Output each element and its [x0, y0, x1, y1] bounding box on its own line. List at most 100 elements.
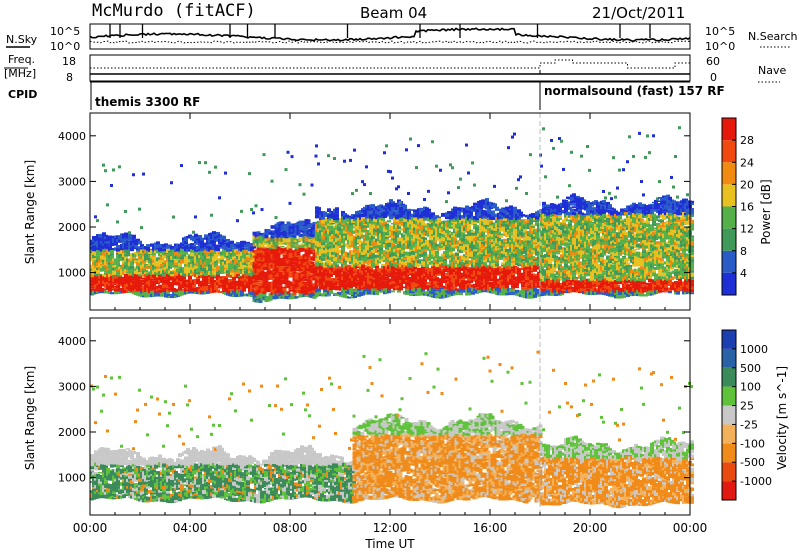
power-echo-cell	[435, 250, 439, 255]
power-echo-cell	[341, 245, 345, 248]
power-echo-cell	[138, 259, 142, 264]
power-echo-cell	[441, 212, 445, 217]
power-echo-cell	[461, 277, 465, 281]
power-echo-cell	[363, 229, 367, 233]
power-echo-cell	[124, 209, 127, 213]
power-echo-cell	[230, 247, 234, 250]
power-echo-cell	[511, 224, 515, 228]
power-echo-cell	[435, 291, 439, 294]
power-echo-cell	[176, 255, 180, 260]
power-echo-cell	[471, 291, 475, 295]
power-echo-cell	[154, 292, 158, 296]
power-echo-cell	[327, 277, 331, 281]
power-echo-cell	[419, 224, 423, 228]
power-echo-cell	[114, 241, 118, 244]
power-echo-cell	[166, 293, 170, 298]
power-echo-cell	[327, 154, 330, 158]
power-echo-cell	[278, 241, 283, 246]
power-echo-cell	[294, 269, 299, 272]
power-echo-cell	[425, 264, 429, 267]
power-echo-cell	[347, 296, 351, 299]
power-echo-cell	[515, 286, 519, 289]
power-echo-cell	[507, 275, 511, 280]
power-echo-cell	[515, 186, 518, 190]
power-echo-cell	[347, 226, 351, 228]
power-echo-cell	[308, 273, 313, 276]
power-echo-cell	[208, 170, 211, 174]
power-echo-cell	[325, 244, 329, 249]
power-echo-cell	[154, 277, 158, 281]
noise-panel: N.Sky 10^5 10^0 10^5 10^0 N.Search	[6, 23, 798, 53]
power-echo-cell	[184, 269, 188, 274]
power-echo-cell	[521, 292, 525, 295]
power-echo-cell	[461, 232, 465, 235]
power-echo-cell	[142, 172, 145, 176]
power-echo-cell	[353, 281, 357, 284]
power-echo-cell	[393, 245, 397, 247]
power-echo-cell	[391, 176, 394, 180]
power-echo-cell	[252, 252, 256, 256]
power-echo-cell	[451, 166, 454, 170]
power-echo-cell	[234, 258, 238, 261]
power-echo-cell	[212, 256, 216, 260]
power-echo-cell	[228, 289, 232, 291]
power-echo-cell	[315, 262, 319, 267]
power-echo-cell	[353, 277, 357, 282]
power-echo-cell	[343, 271, 347, 275]
power-echo-cell	[375, 262, 379, 265]
power-echo-cell	[128, 269, 132, 274]
power-echo-cell	[383, 221, 387, 225]
power-echo-cell	[517, 236, 521, 240]
power-echo-cell	[228, 279, 232, 283]
power-echo-cell	[154, 295, 158, 297]
power-echo-cell	[178, 244, 182, 246]
power-echo-cell	[499, 211, 503, 214]
power-echo-cell	[411, 282, 415, 287]
power-echo-cell	[441, 280, 445, 284]
power-echo-cell	[361, 268, 365, 271]
power-echo-cell	[138, 207, 141, 211]
power-echo-cell	[310, 242, 315, 246]
power-echo-cell	[507, 263, 511, 266]
power-echo-cell	[182, 276, 186, 280]
power-echo-cell	[447, 240, 451, 243]
power-echo-cell	[457, 271, 461, 275]
power-echo-cell	[343, 262, 347, 265]
power-echo-cell	[264, 280, 269, 284]
power-echo-cell	[333, 285, 337, 290]
power-echo-cell	[467, 266, 471, 269]
power-echo-cell	[333, 157, 336, 161]
power-echo-cell	[439, 235, 443, 238]
power-echo-cell	[369, 230, 373, 233]
power-echo-cell	[449, 216, 453, 220]
power-echo-cell	[465, 263, 469, 267]
power-echo-cell	[174, 262, 178, 265]
freq-left-label-1: Freq.	[8, 53, 35, 66]
power-echo-cell	[226, 248, 230, 252]
power-echo-cell	[230, 240, 234, 244]
power-echo-cell	[298, 267, 303, 272]
power-echo-cell	[471, 161, 474, 165]
power-echo-cell	[128, 290, 132, 294]
power-echo-cell	[397, 244, 401, 248]
power-echo-cell	[451, 247, 455, 252]
power-echo-cell	[493, 184, 496, 188]
power-echo-cell	[429, 256, 433, 260]
power-echo-cell	[425, 285, 429, 288]
power-echo-cell	[174, 246, 178, 248]
beam-title: Beam 04	[360, 4, 427, 22]
power-echo-cell	[224, 264, 228, 268]
power-echo-cell	[501, 262, 505, 265]
power-echo-cell	[467, 171, 470, 175]
power-echo-cell	[194, 249, 198, 252]
freq-left-tick-bottom: 8	[66, 71, 73, 84]
power-echo-cell	[164, 252, 168, 255]
power-echo-cell	[212, 239, 216, 244]
power-echo-cell	[216, 274, 220, 278]
power-echo-cell	[294, 256, 299, 259]
power-echo-cell	[264, 251, 269, 256]
power-echo-cell	[240, 290, 244, 294]
power-echo-cell	[363, 223, 367, 226]
power-echo-cell	[254, 282, 259, 285]
power-echo-cell	[140, 244, 144, 248]
